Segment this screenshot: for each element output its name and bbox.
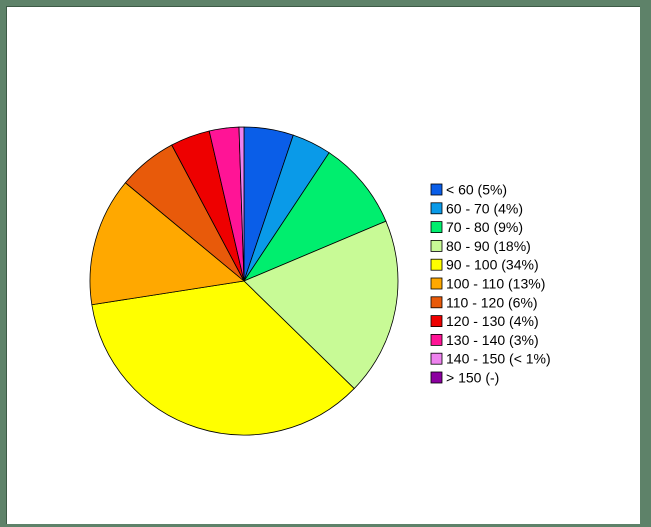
pie-slice-2 <box>242 152 387 282</box>
legend-label-2: 70 - 80 (9%) <box>446 219 523 235</box>
legend-label-4: 90 - 100 (34%) <box>446 257 539 273</box>
pie-slices <box>89 126 399 436</box>
pie-slice-9 <box>238 126 245 282</box>
legend-swatch-1 <box>430 202 443 215</box>
legend-swatch-2 <box>430 221 443 234</box>
legend-swatch-10 <box>430 371 443 384</box>
chart-legend: < 60 (5%) 60 - 70 (4%) 70 - 80 (9%) 80 - 90… <box>430 182 551 386</box>
legend-label-10: > 150 (-) <box>446 370 499 386</box>
legend-swatch-7 <box>430 315 443 328</box>
legend-swatch-5 <box>430 277 443 290</box>
pie-slice-5 <box>89 182 245 306</box>
legend-swatch-6 <box>430 296 443 309</box>
legend-swatch-9 <box>430 352 443 365</box>
legend-label-9: 140 - 150 (< 1%) <box>446 351 551 367</box>
pie-slice-4 <box>91 280 355 436</box>
legend-swatch-3 <box>430 239 443 252</box>
pie-slice-3 <box>243 220 399 390</box>
window-top-border <box>0 0 651 6</box>
legend-label-1: 60 - 70 (4%) <box>446 200 523 216</box>
legend-swatch-4 <box>430 258 443 271</box>
legend-label-8: 130 - 140 (3%) <box>446 332 539 348</box>
legend-swatch-0 <box>430 183 443 196</box>
legend-label-7: 120 - 130 (4%) <box>446 313 539 329</box>
legend-label-3: 80 - 90 (18%) <box>446 238 531 254</box>
legend-swatch-8 <box>430 333 443 346</box>
legend-label-6: 110 - 120 (6%) <box>446 294 538 310</box>
legend-label-0: < 60 (5%) <box>446 182 507 198</box>
legend-label-5: 100 - 110 (13%) <box>446 276 545 292</box>
